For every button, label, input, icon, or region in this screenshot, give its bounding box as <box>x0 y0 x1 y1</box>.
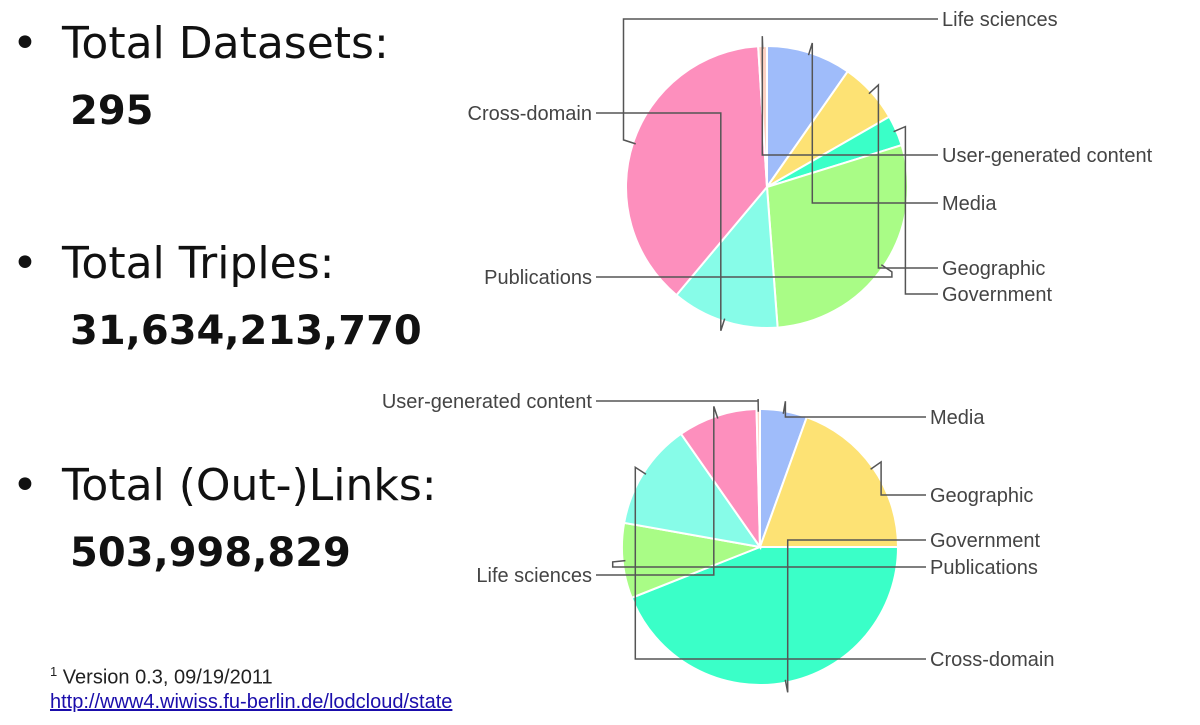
pie-label-life-sciences: Life sciences <box>476 565 592 587</box>
bullet-icon: • <box>12 18 38 69</box>
pie-label-cross-domain: Cross-domain <box>468 103 592 125</box>
leader-line-government <box>784 539 926 693</box>
leader-line-publications <box>596 264 893 278</box>
pie-label-cross-domain: Cross-domain <box>930 649 1054 671</box>
pie-label-user-generated-content: User-generated content <box>942 145 1153 167</box>
pie-label-geographic: Geographic <box>930 485 1033 507</box>
pie-label-publications: Publications <box>930 557 1038 579</box>
stat-value: 31,634,213,770 <box>70 308 422 354</box>
stat-label: Total Datasets: <box>62 18 389 69</box>
leader-line-media <box>782 401 926 418</box>
footnote: 1 Version 0.3, 09/19/2011 http://www4.wi… <box>50 660 452 714</box>
pie-label-government: Government <box>930 530 1040 552</box>
stat-label: Total Triples: <box>62 238 335 289</box>
footnote-text: Version 0.3, 09/19/2011 <box>62 666 273 689</box>
leader-line-cross-domain <box>634 465 926 660</box>
leader-line-cross-domain <box>596 112 726 332</box>
leader-line-media <box>807 42 938 204</box>
footnote-version: 1 Version 0.3, 09/19/2011 <box>50 660 452 690</box>
pie-label-geographic: Geographic <box>942 258 1045 280</box>
leader-line-user-generated-content <box>761 36 938 156</box>
stat-value: 503,998,829 <box>70 530 351 576</box>
leader-line-geographic <box>868 83 938 269</box>
leader-line-geographic <box>870 460 926 496</box>
pie-label-user-generated-content: User-generated content <box>382 391 593 413</box>
pie-label-life-sciences: Life sciences <box>942 9 1058 31</box>
footnote-marker: 1 <box>50 664 58 679</box>
stat-total-datasets: • Total Datasets: 295 <box>12 18 389 136</box>
bullet-icon: • <box>12 460 38 511</box>
leader-line-publications <box>611 559 926 568</box>
footnote-link[interactable]: http://www4.wiwiss.fu-berlin.de/lodcloud… <box>50 690 453 713</box>
pie-label-media: Media <box>930 407 985 429</box>
leader-line-life-sciences <box>622 18 938 145</box>
leader-line-government <box>893 125 938 295</box>
stat-total-triples: • Total Triples: 31,634,213,770 <box>12 238 422 356</box>
stat-label: Total (Out-)Links: <box>62 460 437 511</box>
bullet-icon: • <box>12 238 38 289</box>
leader-line-life-sciences <box>596 406 719 576</box>
stat-total-links: • Total (Out-)Links: 503,998,829 <box>12 460 437 578</box>
stat-value: 295 <box>70 88 154 134</box>
pie-label-media: Media <box>942 193 997 215</box>
pie-label-government: Government <box>942 284 1052 306</box>
pie-label-publications: Publications <box>484 267 592 289</box>
leader-line-user-generated-content <box>596 398 760 412</box>
